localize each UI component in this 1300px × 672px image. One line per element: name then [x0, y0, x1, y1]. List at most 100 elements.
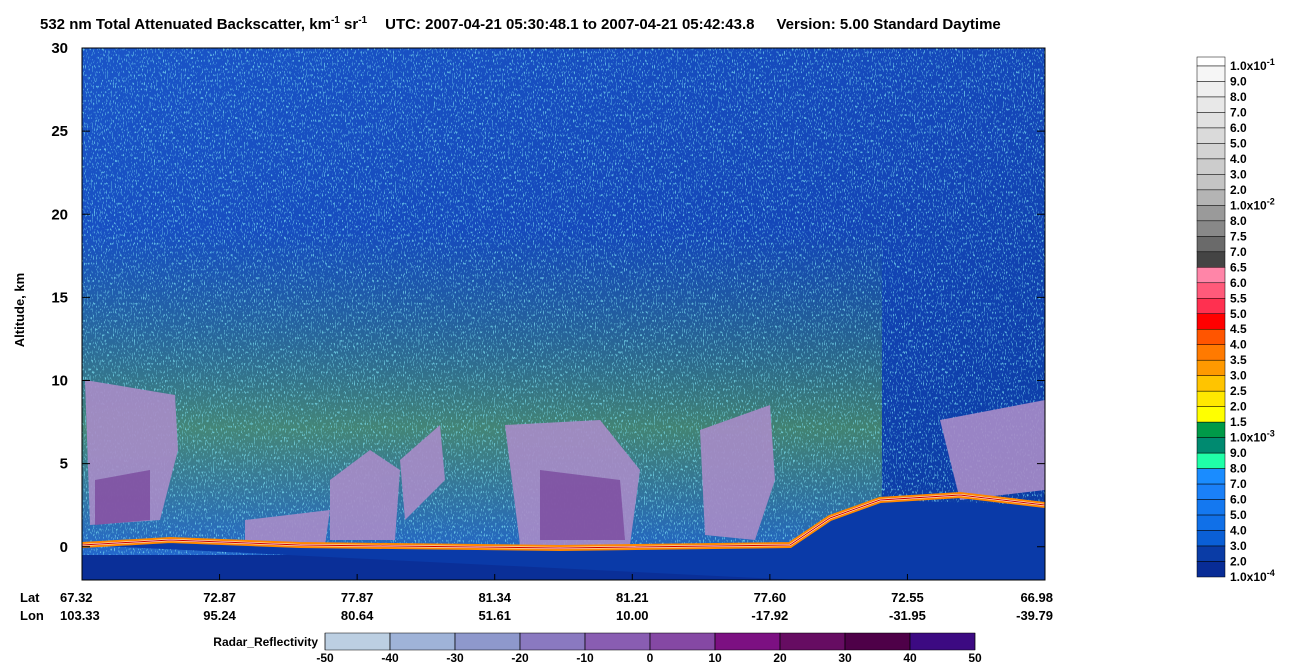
colorbar-cell [1196, 514, 1226, 531]
colorbar-cell [1196, 313, 1226, 330]
colorbar-label-text: 6.5 [1230, 260, 1247, 274]
lat-label: 77.60 [754, 590, 787, 605]
radar-colorbar-cell [519, 632, 586, 651]
colorbar-cell [1196, 359, 1226, 376]
radar-colorbar-cell [649, 632, 716, 651]
colorbar-cell [1196, 96, 1226, 113]
y-axis-label: Altitude, km [12, 273, 27, 347]
colorbar-label: 1.0x10-3 [1230, 429, 1275, 445]
colorbar-label-text: 1.0x10 [1230, 59, 1267, 73]
lon-label: 10.00 [616, 608, 649, 623]
y-tick-label: 25 [51, 123, 68, 140]
colorbar-label-exp: -2 [1267, 196, 1275, 206]
lon-label: -31.95 [889, 608, 926, 623]
colorbar-cell [1196, 545, 1226, 562]
colorbar-cell [1196, 483, 1226, 500]
colorbar-label-text: 3.5 [1230, 353, 1247, 367]
colorbar-cell [1196, 205, 1226, 222]
radar-colorbar-cell [389, 632, 456, 651]
colorbar-label: 6.0 [1230, 493, 1247, 507]
colorbar-cell [1196, 158, 1226, 175]
lat-label: 72.87 [203, 590, 236, 605]
colorbar-label-text: 7.0 [1230, 105, 1247, 119]
colorbar-cell [1196, 406, 1226, 423]
colorbar-label: 6.0 [1230, 121, 1247, 135]
colorbar-label-text: 2.0 [1230, 183, 1247, 197]
colorbar-label: 4.0 [1230, 152, 1247, 166]
colorbar-label: 3.5 [1230, 353, 1247, 367]
colorbar-cell [1196, 56, 1226, 67]
colorbar-label-text: 4.0 [1230, 338, 1247, 352]
radar-colorbar-cell [584, 632, 651, 651]
colorbar-label-exp: -3 [1267, 429, 1275, 439]
lat-label: 81.34 [478, 590, 511, 605]
colorbar-cell [1196, 251, 1226, 268]
radar-colorbar-cell [454, 632, 521, 651]
lat-label: 81.21 [616, 590, 649, 605]
colorbar-label-text: 5.0 [1230, 508, 1247, 522]
axes: 0 5 10 15 20 25 30 67.32 103.33 72.87 95.24 77.87 80… [51, 40, 1053, 623]
colorbar-label: 1.5 [1230, 415, 1247, 429]
y-tick-label: 20 [51, 206, 68, 223]
colorbar-cell [1196, 174, 1226, 191]
colorbar-label: 7.0 [1230, 477, 1247, 491]
colorbar-cell [1196, 499, 1226, 516]
colorbar-cell [1196, 452, 1226, 469]
colorbar-cell [1196, 282, 1226, 299]
colorbar-label-text: 6.0 [1230, 121, 1247, 135]
lat-label: 66.98 [1020, 590, 1053, 605]
colorbar-cell [1196, 468, 1226, 485]
colorbar-label: 2.0 [1230, 555, 1247, 569]
radar-colorbar-cell [324, 632, 391, 651]
colorbar-label: 7.5 [1230, 229, 1247, 243]
colorbar-label-text: 3.0 [1230, 539, 1247, 553]
colorbar-cell [1196, 530, 1226, 547]
radar-tick-label: -20 [511, 651, 529, 665]
radar-tick-label: 30 [838, 651, 852, 665]
colorbar: 1.0x10-19.08.07.06.05.04.03.02.01.0x10-2… [1196, 56, 1275, 584]
colorbar-label-text: 2.0 [1230, 555, 1247, 569]
colorbar-label: 5.0 [1230, 508, 1247, 522]
colorbar-label-text: 4.5 [1230, 322, 1247, 336]
colorbar-label: 4.0 [1230, 524, 1247, 538]
radar-tick-label: -10 [576, 651, 594, 665]
colorbar-label: 1.0x10-2 [1230, 196, 1275, 212]
lon-label: 51.61 [478, 608, 511, 623]
colorbar-label: 9.0 [1230, 446, 1247, 460]
colorbar-label-exp: -4 [1267, 568, 1275, 578]
radar-tick-label: 10 [708, 651, 722, 665]
colorbar-label: 8.0 [1230, 462, 1247, 476]
colorbar-label-text: 8.0 [1230, 90, 1247, 104]
colorbar-label-text: 9.0 [1230, 446, 1247, 460]
lat-label: 77.87 [341, 590, 374, 605]
title: 532 nm Total Attenuated Backscatter, km-… [40, 15, 1001, 33]
colorbar-cell [1196, 127, 1226, 144]
colorbar-label-text: 6.0 [1230, 493, 1247, 507]
radar-tick-label: 0 [647, 651, 654, 665]
colorbar-label: 2.0 [1230, 183, 1247, 197]
colorbar-label-text: 5.5 [1230, 291, 1247, 305]
colorbar-cell [1196, 65, 1226, 82]
curtain-image [82, 48, 1045, 580]
radar-tick-label: 50 [968, 651, 982, 665]
colorbar-label-text: 6.0 [1230, 276, 1247, 290]
radar-colorbar: -50 -40 -30 -20 -10 0 10 20 30 40 50 [316, 632, 982, 665]
colorbar-label-text: 2.5 [1230, 384, 1247, 398]
colorbar-label: 3.0 [1230, 539, 1247, 553]
colorbar-label: 1.0x10-4 [1230, 568, 1275, 584]
radar-tick-label: 20 [773, 651, 787, 665]
lon-label: 95.24 [203, 608, 236, 623]
colorbar-label-text: 2.0 [1230, 400, 1247, 414]
colorbar-cell [1196, 390, 1226, 407]
lon-label: 103.33 [60, 608, 100, 623]
colorbar-label: 2.5 [1230, 384, 1247, 398]
lon-label: -39.79 [1016, 608, 1053, 623]
colorbar-label: 5.0 [1230, 307, 1247, 321]
lon-label: 80.64 [341, 608, 374, 623]
row-name: Lon [20, 608, 44, 623]
colorbar-cell [1196, 189, 1226, 206]
colorbar-label: 7.0 [1230, 245, 1247, 259]
colorbar-cell [1196, 143, 1226, 160]
colorbar-cell [1196, 421, 1226, 438]
y-tick-label: 15 [51, 289, 68, 306]
